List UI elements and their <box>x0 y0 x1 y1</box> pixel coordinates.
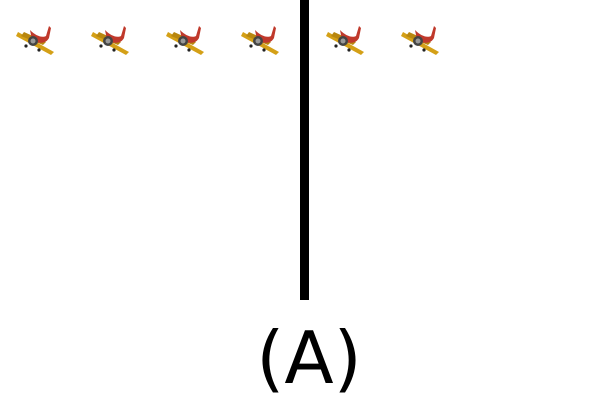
airplane-icon <box>16 22 56 56</box>
airplane-icon <box>241 22 281 56</box>
airplane-icon <box>401 22 441 56</box>
airplane-icon <box>91 22 131 56</box>
divider-line <box>300 0 309 300</box>
airplane-icon <box>166 22 206 56</box>
option-caption: (A) <box>256 316 362 400</box>
airplane-icon <box>326 22 366 56</box>
